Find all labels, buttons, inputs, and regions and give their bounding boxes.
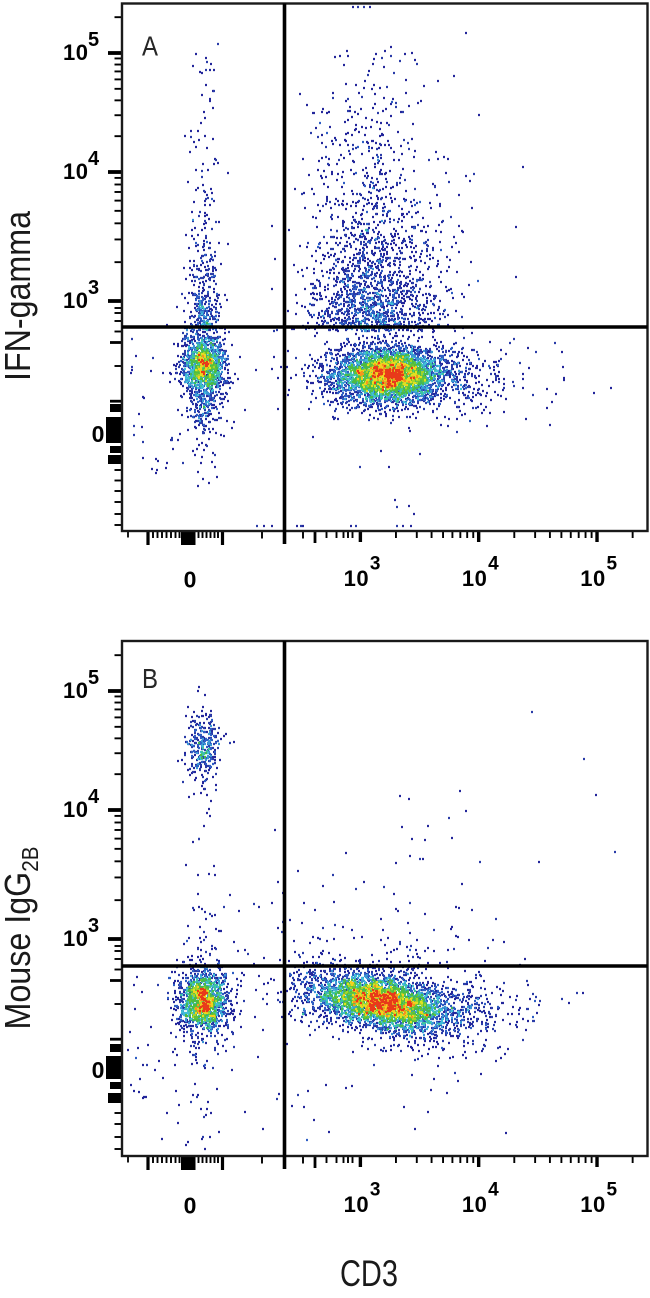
- svg-text:A: A: [142, 31, 158, 62]
- svg-text:10: 10: [462, 566, 487, 591]
- svg-text:0: 0: [92, 421, 105, 447]
- svg-text:10: 10: [63, 926, 88, 951]
- svg-text:4: 4: [488, 554, 499, 575]
- svg-text:4: 4: [88, 148, 100, 170]
- svg-text:CD3: CD3: [340, 1253, 398, 1293]
- svg-text:3: 3: [370, 1180, 381, 1201]
- svg-text:10: 10: [580, 566, 605, 591]
- svg-text:4: 4: [88, 786, 100, 808]
- svg-text:10: 10: [344, 566, 369, 591]
- svg-text:10: 10: [462, 1192, 487, 1217]
- svg-text:3: 3: [88, 915, 99, 937]
- svg-text:0: 0: [92, 1057, 105, 1083]
- svg-text:10: 10: [63, 678, 88, 703]
- svg-text:10: 10: [580, 1192, 605, 1217]
- svg-text:Mouse IgG2B: Mouse IgG2B: [0, 847, 43, 1030]
- svg-text:0: 0: [184, 1193, 197, 1219]
- svg-text:3: 3: [370, 554, 381, 575]
- svg-text:10: 10: [63, 159, 88, 184]
- svg-text:5: 5: [607, 1180, 618, 1201]
- svg-text:5: 5: [88, 667, 99, 689]
- svg-text:10: 10: [63, 40, 88, 65]
- svg-text:10: 10: [344, 1192, 369, 1217]
- svg-text:5: 5: [88, 29, 99, 51]
- svg-text:4: 4: [488, 1180, 499, 1201]
- svg-text:3: 3: [88, 277, 99, 299]
- svg-text:10: 10: [63, 288, 88, 313]
- svg-text:0: 0: [184, 567, 197, 593]
- svg-text:5: 5: [607, 554, 618, 575]
- svg-text:IFN-gamma: IFN-gamma: [0, 210, 38, 381]
- svg-text:B: B: [142, 663, 158, 694]
- svg-text:10: 10: [63, 797, 88, 822]
